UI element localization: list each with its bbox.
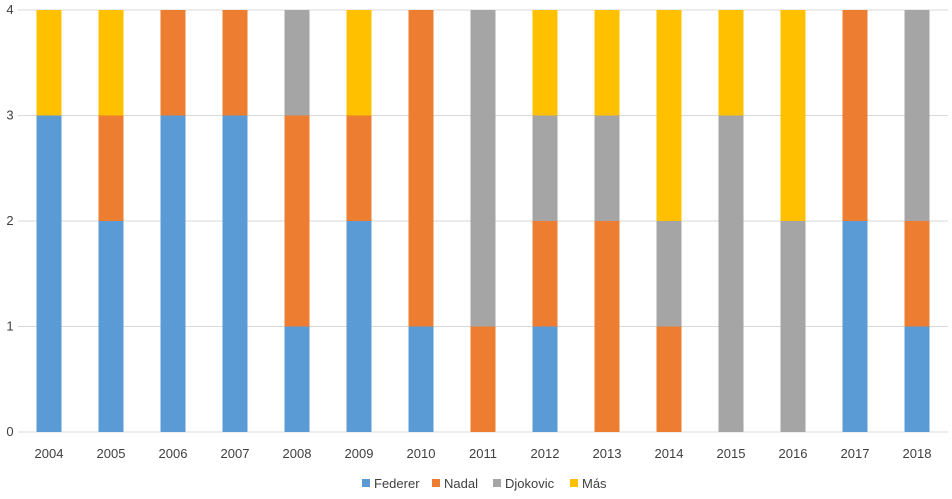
y-axis-ticks: 0 1 2 3 4 [6, 2, 13, 439]
bar-federer-2009 [346, 221, 372, 432]
legend-label-federer: Federer [374, 476, 420, 491]
bar-djokovic-2014 [656, 221, 682, 327]
x-tick-label: 2008 [283, 446, 312, 461]
bar-más-2016 [780, 10, 806, 221]
x-tick-label: 2007 [221, 446, 250, 461]
bar-djokovic-2008 [284, 10, 310, 116]
bar-federer-2008 [284, 326, 310, 432]
bar-más-2014 [656, 10, 682, 221]
y-tick-label: 0 [6, 424, 13, 439]
bar-federer-2004 [36, 115, 62, 432]
y-tick-label: 4 [6, 2, 13, 17]
bar-federer-2012 [532, 326, 558, 432]
x-tick-label: 2012 [531, 446, 560, 461]
bar-nadal-2005 [98, 115, 124, 221]
legend-label-djokovic: Djokovic [505, 476, 555, 491]
bar-federer-2006 [160, 115, 186, 432]
x-axis-ticks: 2004 2005 2006 2007 2008 2009 2010 2011 2012 2013… [35, 446, 932, 461]
x-tick-label: 2006 [159, 446, 188, 461]
bar-más-2004 [36, 10, 62, 116]
x-tick-label: 2013 [593, 446, 622, 461]
y-tick-label: 3 [6, 108, 13, 123]
bar-nadal-2013 [594, 221, 620, 432]
legend-swatch-más [570, 479, 578, 487]
bar-nadal-2008 [284, 115, 310, 327]
x-tick-label: 2015 [717, 446, 746, 461]
bar-más-2009 [346, 10, 372, 116]
x-tick-label: 2018 [903, 446, 932, 461]
bar-más-2012 [532, 10, 558, 116]
y-tick-label: 2 [6, 213, 13, 228]
bar-más-2013 [594, 10, 620, 116]
bar-djokovic-2012 [532, 115, 558, 221]
bar-djokovic-2016 [780, 221, 806, 432]
bar-djokovic-2013 [594, 115, 620, 221]
x-tick-label: 2009 [345, 446, 374, 461]
x-tick-label: 2016 [779, 446, 808, 461]
legend-swatch-federer [362, 479, 370, 487]
legend-swatch-nadal [432, 479, 440, 487]
bar-djokovic-2018 [904, 10, 930, 221]
legend-label-más: Más [582, 476, 607, 491]
bar-nadal-2017 [842, 10, 868, 221]
bar-nadal-2014 [656, 326, 682, 432]
x-tick-label: 2005 [97, 446, 126, 461]
x-tick-label: 2011 [469, 446, 497, 461]
bar-djokovic-2015 [718, 115, 744, 432]
bar-federer-2005 [98, 221, 124, 432]
x-tick-label: 2004 [35, 446, 64, 461]
bar-más-2005 [98, 10, 124, 116]
legend: Federer Nadal Djokovic Más [362, 476, 607, 491]
bar-federer-2010 [408, 326, 434, 432]
bar-nadal-2018 [904, 221, 930, 327]
y-tick-label: 1 [6, 319, 13, 334]
bar-federer-2018 [904, 326, 930, 432]
bar-federer-2017 [842, 221, 868, 432]
bar-federer-2007 [222, 115, 248, 432]
bar-nadal-2007 [222, 10, 248, 116]
bar-nadal-2011 [470, 326, 496, 432]
bar-nadal-2010 [408, 10, 434, 327]
bar-djokovic-2011 [470, 10, 496, 327]
x-tick-label: 2017 [841, 446, 870, 461]
bar-más-2015 [718, 10, 744, 116]
bar-nadal-2012 [532, 221, 558, 327]
bar-nadal-2006 [160, 10, 186, 116]
x-tick-label: 2014 [655, 446, 684, 461]
bar-nadal-2009 [346, 115, 372, 221]
bars [36, 10, 930, 432]
x-tick-label: 2010 [407, 446, 436, 461]
legend-swatch-djokovic [493, 479, 501, 487]
legend-label-nadal: Nadal [444, 476, 478, 491]
